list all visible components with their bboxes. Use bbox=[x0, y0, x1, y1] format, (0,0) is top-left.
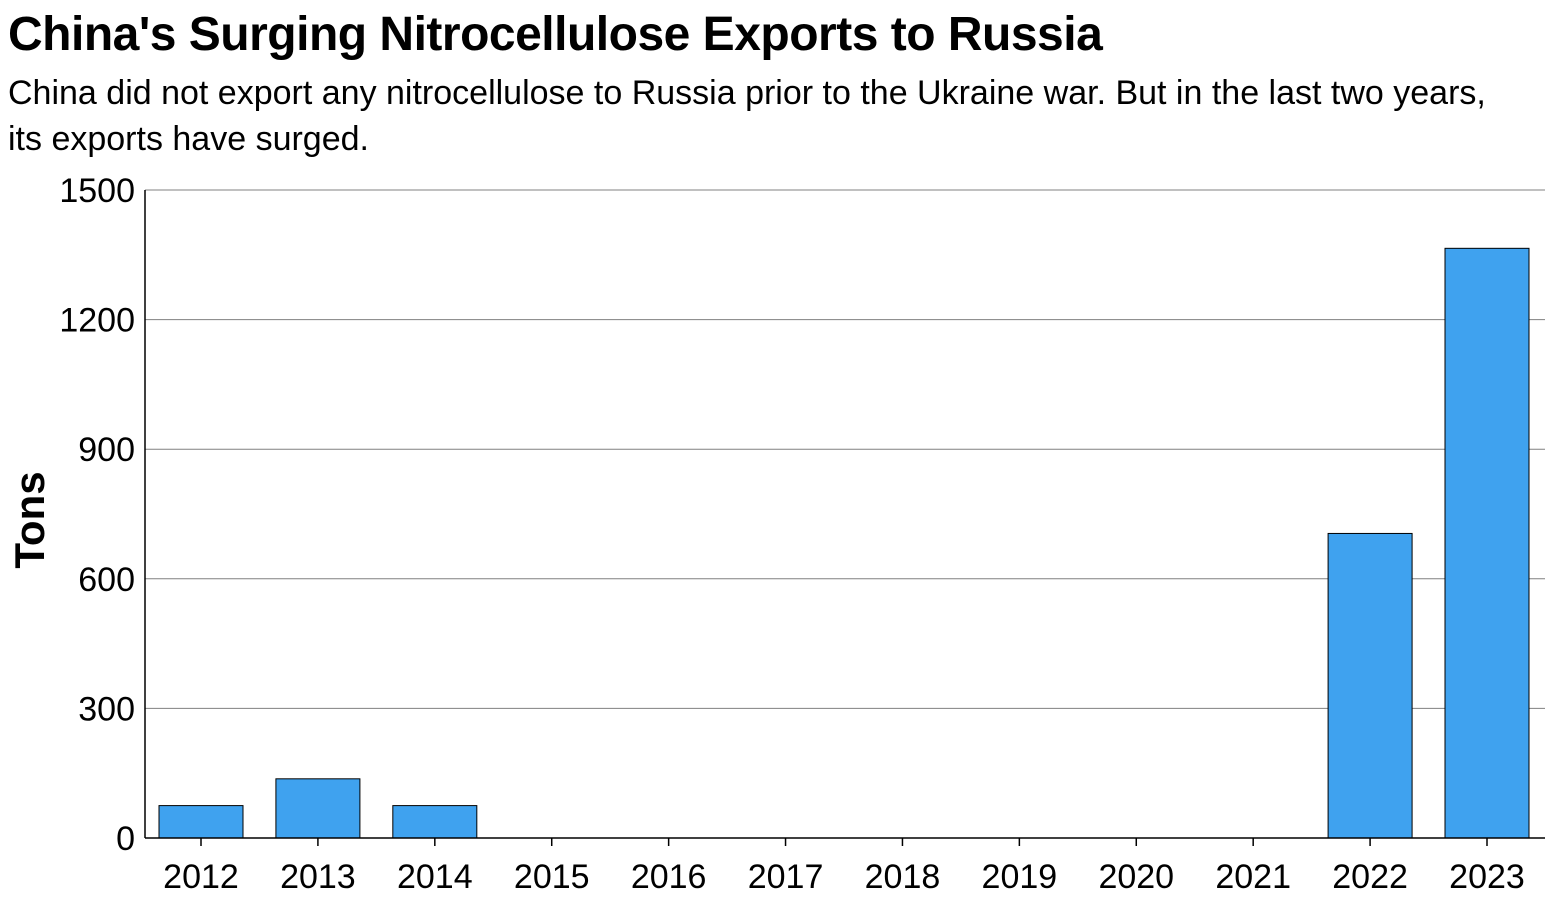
x-tick-label: 2015 bbox=[514, 858, 590, 896]
x-tick-label: 2023 bbox=[1449, 858, 1525, 896]
y-tick-label: 900 bbox=[78, 431, 135, 469]
bar-2013 bbox=[275, 778, 361, 839]
axes bbox=[144, 190, 1545, 846]
x-tick-label: 2016 bbox=[631, 858, 707, 896]
x-tick-label: 2018 bbox=[865, 858, 941, 896]
y-tick-label: 1200 bbox=[59, 302, 135, 340]
chart-title: China's Surging Nitrocellulose Exports t… bbox=[8, 8, 1103, 61]
x-tick-label: 2019 bbox=[982, 858, 1058, 896]
x-tick-label: 2022 bbox=[1332, 858, 1408, 896]
bar-2022 bbox=[1327, 532, 1413, 839]
bar-2014 bbox=[392, 805, 478, 839]
x-tick-label: 2013 bbox=[280, 858, 356, 896]
bar-2023 bbox=[1444, 247, 1530, 839]
x-tick-label: 2017 bbox=[748, 858, 824, 896]
y-tick-label: 0 bbox=[116, 820, 135, 858]
bar-2012 bbox=[158, 805, 244, 839]
grid-lines bbox=[145, 189, 1545, 709]
chart-subtitle: China did not export any nitrocellulose … bbox=[8, 74, 1486, 158]
x-tick-label: 2021 bbox=[1215, 858, 1291, 896]
x-tick-label: 2012 bbox=[163, 858, 239, 896]
tick-labels: 0 300 600 900 1200 1500 2012 2013 2014 2015 2016 20… bbox=[59, 172, 1524, 896]
y-tick-label: 300 bbox=[78, 690, 135, 728]
y-tick-label: 600 bbox=[78, 561, 135, 599]
x-tick-label: 2014 bbox=[397, 858, 473, 896]
y-tick-label: 1500 bbox=[59, 172, 135, 210]
x-tick-label: 2020 bbox=[1098, 858, 1174, 896]
bars bbox=[158, 247, 1530, 839]
y-axis-label: Tons bbox=[6, 471, 53, 568]
